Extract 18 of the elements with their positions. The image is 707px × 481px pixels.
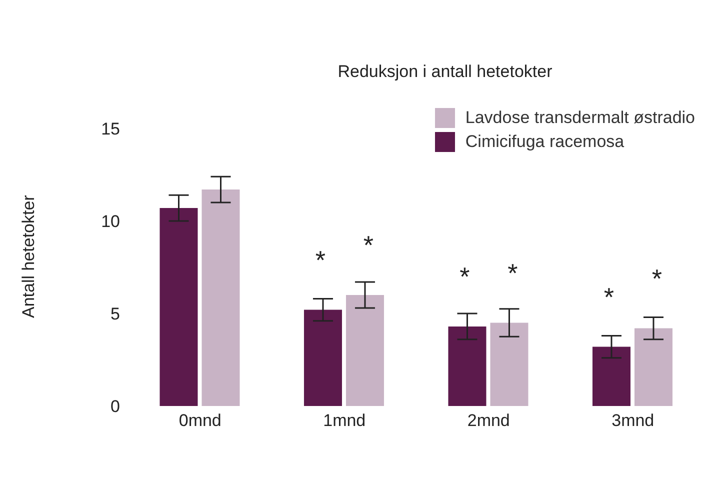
legend-label: Lavdose transdermalt østradio (465, 108, 695, 128)
y-tick-label: 0 (110, 397, 120, 416)
legend-label: Cimicifuga racemosa (465, 132, 624, 152)
chart-title: Reduksjon i antall hetetokter (336, 62, 554, 82)
x-tick-label: 2mnd (467, 411, 510, 430)
annotation: * (604, 282, 614, 312)
annotation: * (315, 245, 326, 276)
x-tick-label: 1mnd (323, 411, 366, 430)
y-tick-label: 10 (101, 212, 120, 232)
annotation: * (508, 258, 518, 288)
annotation: * (460, 262, 470, 292)
annotation: * (652, 264, 662, 294)
y-axis-title: Antall hetetokter (19, 194, 38, 318)
x-tick-label: 0mnd (178, 411, 222, 430)
y-tick-label: 5 (110, 304, 120, 324)
annotation: * (363, 230, 374, 260)
y-tick-label: 15 (101, 120, 120, 139)
x-tick-label: 3mnd (612, 411, 654, 430)
